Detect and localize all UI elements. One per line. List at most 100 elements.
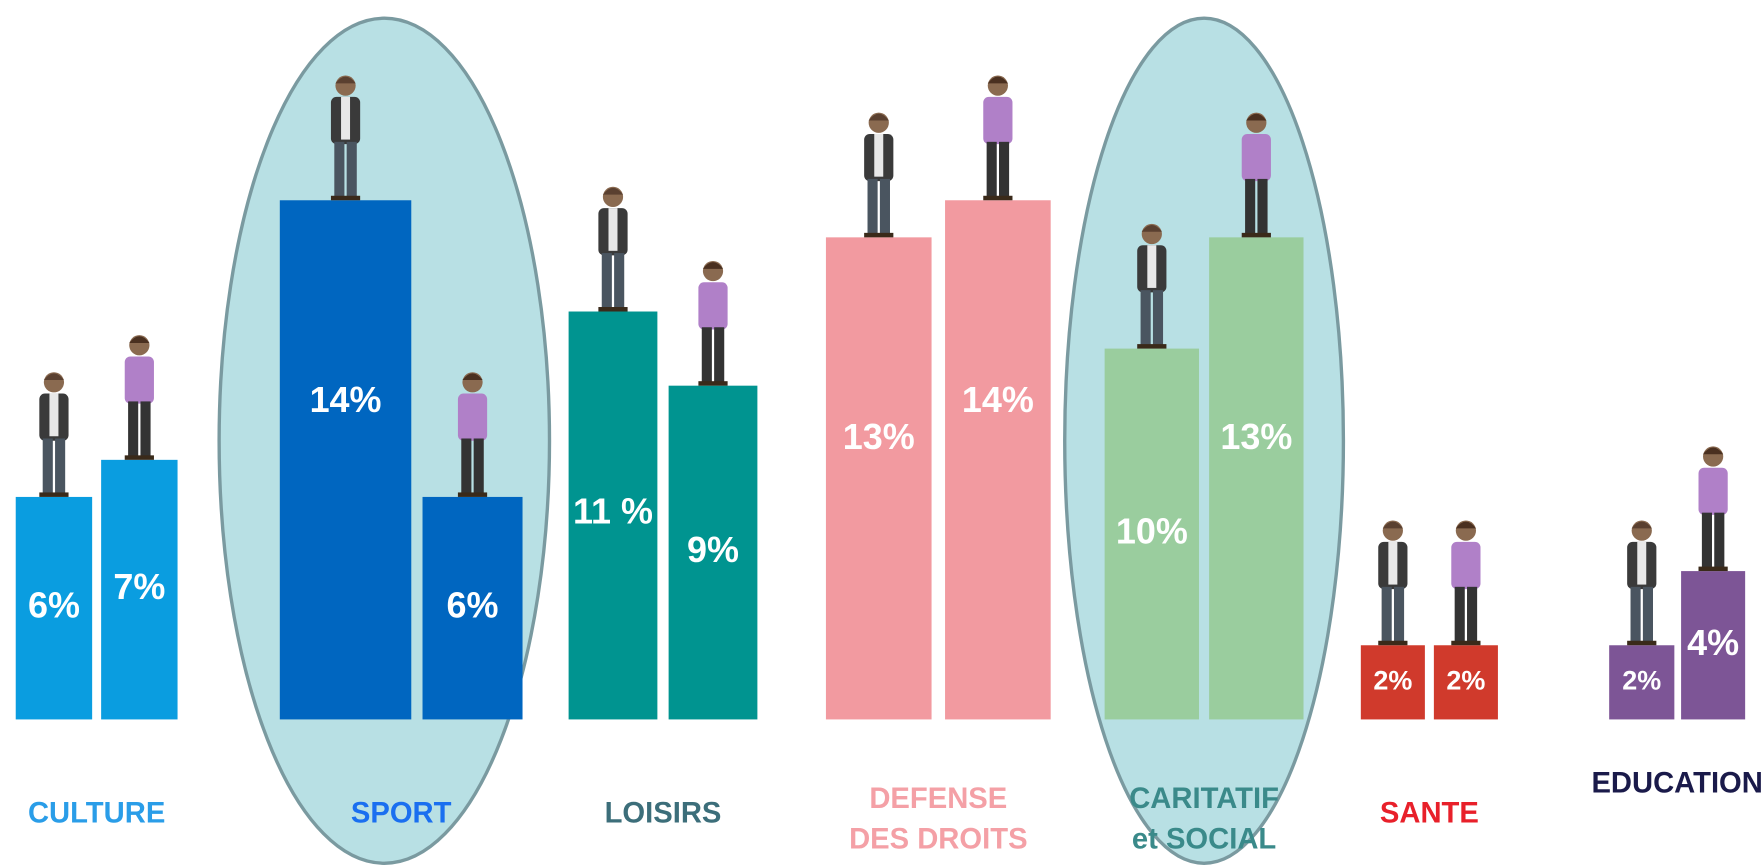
shoes xyxy=(1378,640,1408,646)
leg xyxy=(346,141,357,199)
bar xyxy=(15,496,93,720)
leg xyxy=(461,438,472,495)
shoes xyxy=(457,492,488,497)
category-label: EDUCATION xyxy=(1591,767,1762,799)
bar xyxy=(1104,348,1200,720)
hair xyxy=(1141,224,1162,232)
shirt xyxy=(341,96,351,140)
shirt xyxy=(874,133,884,177)
leg xyxy=(998,141,1010,199)
leg xyxy=(1393,586,1405,644)
shoes xyxy=(39,492,69,497)
value-label: 14% xyxy=(962,379,1034,420)
shoes xyxy=(1241,232,1271,238)
leg xyxy=(614,253,625,310)
hair xyxy=(462,373,483,381)
leg xyxy=(128,401,139,458)
torso xyxy=(983,96,1013,145)
category-label: DES DROITS xyxy=(849,824,1027,856)
man-figure xyxy=(330,75,361,201)
leg xyxy=(701,327,712,384)
leg xyxy=(1642,586,1653,644)
bar xyxy=(668,385,758,720)
value-label: 6% xyxy=(28,585,80,626)
woman-figure xyxy=(1698,446,1728,572)
shoes xyxy=(983,195,1013,201)
value-label: 2% xyxy=(1622,665,1661,695)
value-label: 2% xyxy=(1373,665,1412,695)
hair xyxy=(1382,521,1403,529)
hair xyxy=(702,262,724,269)
bar xyxy=(825,237,932,720)
torso xyxy=(1241,133,1271,182)
torso xyxy=(457,393,488,441)
leg xyxy=(1245,178,1256,236)
leg xyxy=(601,253,612,310)
value-label: 13% xyxy=(843,416,915,457)
bar xyxy=(1360,645,1425,720)
value-label: 7% xyxy=(113,566,165,607)
man-figure xyxy=(1137,223,1167,349)
woman-figure xyxy=(457,372,488,497)
bar xyxy=(1681,571,1746,720)
value-label: 13% xyxy=(1220,416,1292,457)
bar xyxy=(101,459,178,720)
man-figure xyxy=(598,186,628,312)
hair xyxy=(868,113,889,121)
bar xyxy=(422,496,523,720)
hair xyxy=(1455,521,1477,529)
shoes xyxy=(698,381,728,386)
leg xyxy=(55,438,66,495)
man-figure xyxy=(39,372,69,497)
leg xyxy=(1630,586,1641,644)
leg xyxy=(473,438,484,495)
category-label: SANTE xyxy=(1380,798,1479,830)
man-figure xyxy=(1627,520,1657,646)
hair xyxy=(43,373,65,381)
bar xyxy=(1209,237,1304,720)
bars: 6% 7% CULTURE 14% 6% SPORT 11 % 9% LOISIRS 13% 14%… xyxy=(15,75,1762,856)
leg xyxy=(867,178,878,236)
torso xyxy=(1451,541,1481,590)
shoes xyxy=(864,232,894,238)
leg xyxy=(1701,512,1712,569)
woman-figure xyxy=(698,260,728,386)
shoes xyxy=(598,307,628,312)
shirt xyxy=(1147,245,1157,288)
leg xyxy=(1140,290,1151,347)
leg xyxy=(334,141,345,199)
shoes xyxy=(1451,640,1481,646)
hair xyxy=(987,76,1008,84)
hair xyxy=(1246,113,1267,121)
shoes xyxy=(1698,566,1728,572)
value-label: 2% xyxy=(1446,665,1485,695)
category-label: et SOCIAL xyxy=(1132,824,1276,856)
woman-figure xyxy=(124,335,154,460)
leg xyxy=(1257,178,1268,236)
category-label: CULTURE xyxy=(28,798,165,830)
bar xyxy=(568,311,658,720)
value-label: 4% xyxy=(1687,622,1739,663)
leg xyxy=(714,327,725,384)
man-figure xyxy=(864,112,894,238)
value-label: 6% xyxy=(447,585,499,626)
value-label: 11 % xyxy=(573,490,653,531)
shoes xyxy=(1137,344,1167,349)
bar xyxy=(1433,645,1498,720)
category-label: CARITATIF xyxy=(1129,783,1279,815)
man-figure xyxy=(1378,520,1408,646)
shirt xyxy=(1388,541,1398,585)
value-label: 10% xyxy=(1116,511,1188,552)
leg xyxy=(1454,586,1465,644)
category-label: LOISIRS xyxy=(605,798,722,830)
category-label: SPORT xyxy=(351,798,452,830)
woman-figure xyxy=(1241,112,1271,238)
leg xyxy=(986,141,997,199)
shoes xyxy=(1627,640,1657,646)
bar xyxy=(1609,645,1675,720)
woman-figure xyxy=(1451,520,1481,646)
hair xyxy=(335,76,356,84)
category-label: DEFENSE xyxy=(869,783,1007,815)
value-label: 9% xyxy=(687,529,739,570)
